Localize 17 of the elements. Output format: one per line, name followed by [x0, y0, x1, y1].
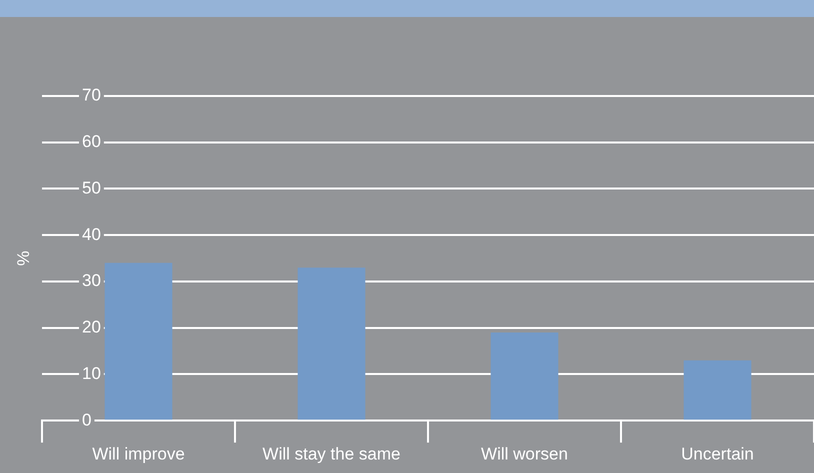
x-tick-label: Uncertain — [681, 444, 754, 464]
bar — [684, 360, 752, 420]
y-tick-label: 60 — [82, 132, 101, 152]
y-tick-label: 50 — [82, 178, 101, 198]
y-tick-label: 10 — [82, 364, 101, 383]
x-tick-label: Will worsen — [481, 444, 568, 464]
x-tick-label: Will stay the same — [262, 444, 400, 464]
y-tick-label: 20 — [82, 318, 101, 337]
x-tick-label: Will improve — [92, 444, 185, 464]
y-tick-label: 0 — [82, 410, 92, 430]
y-tick-label: 40 — [82, 224, 101, 244]
y-axis-title: % — [14, 250, 33, 266]
bar — [490, 332, 558, 420]
y-tick-label: 70 — [82, 86, 101, 105]
bar — [298, 268, 366, 420]
bar — [104, 262, 172, 420]
y-tick-label: 30 — [82, 271, 101, 290]
